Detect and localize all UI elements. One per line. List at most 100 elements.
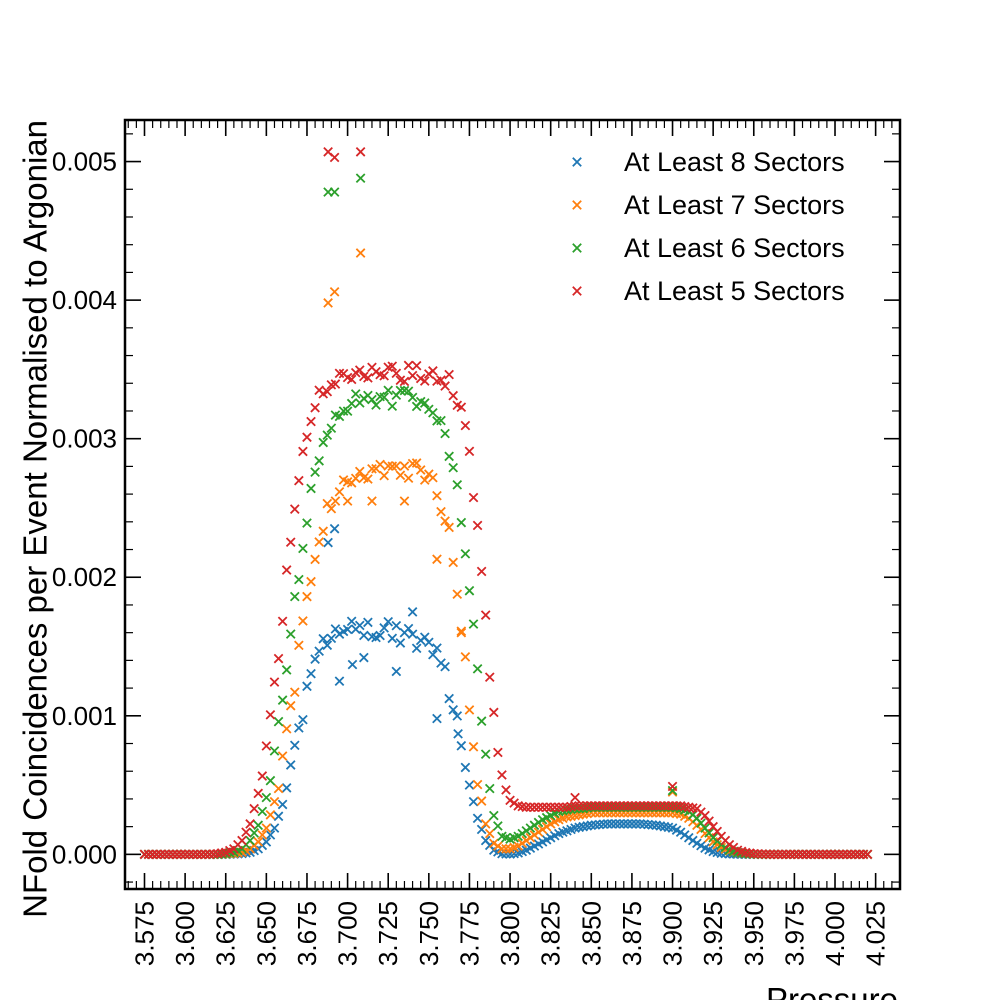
data-point (241, 827, 251, 838)
data-point (541, 802, 552, 813)
data-point (476, 824, 487, 835)
data-point (432, 490, 442, 501)
data-point (444, 693, 454, 704)
data-point (346, 398, 357, 409)
data-point (553, 802, 564, 813)
y-tick-label: 0.002 (52, 562, 117, 592)
data-point (537, 802, 548, 813)
data-point (533, 802, 544, 813)
data-point (147, 849, 158, 860)
x-tick-label: 3.575 (129, 901, 159, 966)
outlier-point (570, 792, 580, 803)
data-point (826, 849, 836, 860)
data-point (294, 723, 304, 733)
data-point (310, 402, 320, 413)
data-point (269, 823, 280, 833)
data-point (497, 770, 507, 780)
data-point (456, 740, 467, 751)
outlier-point (391, 666, 402, 677)
data-point (350, 473, 361, 484)
data-point (570, 801, 580, 811)
data-point (757, 849, 767, 859)
data-point (468, 492, 479, 503)
data-point (172, 849, 182, 860)
data-point (139, 849, 150, 860)
outlier-point (667, 785, 678, 796)
data-point (342, 406, 353, 417)
outlier-point (453, 728, 463, 739)
data-point (330, 496, 341, 506)
data-point (472, 520, 483, 531)
data-point (610, 819, 621, 829)
data-point (273, 716, 284, 727)
data-point (407, 370, 418, 381)
data-point (805, 849, 816, 860)
data-point (448, 705, 459, 715)
data-point (253, 788, 264, 799)
data-point (639, 801, 649, 811)
data-point (285, 700, 296, 711)
data-point (407, 392, 418, 403)
data-point (432, 643, 442, 653)
data-point (151, 849, 162, 860)
data-point (436, 415, 446, 426)
data-point (476, 566, 487, 577)
data-point (200, 849, 211, 860)
outlier-point (342, 496, 353, 506)
data-point (765, 849, 775, 860)
data-point (525, 802, 536, 813)
data-point (476, 796, 487, 806)
data-point (403, 360, 414, 371)
data-point (383, 616, 394, 627)
outlier-point (329, 187, 340, 197)
data-point (497, 843, 507, 854)
data-point (330, 379, 341, 389)
data-point (846, 849, 857, 860)
data-point (602, 819, 613, 829)
data-point (265, 810, 276, 820)
data-point (610, 801, 621, 811)
data-point (801, 849, 812, 860)
data-point (663, 801, 674, 811)
data-point (460, 762, 471, 773)
data-point (322, 640, 333, 651)
data-point (545, 802, 556, 813)
data-point (448, 390, 459, 401)
data-point (448, 462, 459, 473)
data-point (627, 819, 637, 829)
data-point (456, 626, 467, 637)
data-point (606, 801, 617, 811)
data-point (529, 802, 540, 813)
data-point (440, 428, 450, 439)
data-point (354, 620, 365, 631)
data-point (858, 849, 869, 860)
data-point (375, 459, 385, 470)
data-point (257, 830, 268, 840)
data-point (777, 849, 788, 860)
data-point (261, 792, 272, 803)
data-point (371, 400, 381, 410)
data-point (781, 849, 792, 860)
legend-item: At Least 8 Sectors (572, 147, 845, 177)
data-point (586, 801, 597, 811)
data-point (651, 801, 662, 811)
data-point (594, 801, 605, 811)
x-tick-label: 3.950 (739, 901, 769, 966)
data-point (277, 695, 288, 705)
x-tick-label: 3.900 (658, 901, 688, 966)
data-point (310, 467, 320, 477)
data-point (501, 843, 511, 854)
data-point (322, 430, 333, 440)
data-point (785, 849, 796, 860)
data-point (407, 629, 418, 639)
data-point (748, 848, 759, 859)
data-point (395, 385, 406, 396)
data-point (314, 646, 324, 657)
data-point (590, 801, 601, 811)
data-point (318, 526, 329, 537)
data-point (452, 479, 463, 490)
data-point (253, 820, 264, 831)
data-point (188, 849, 199, 860)
data-point (549, 802, 560, 813)
data-point (383, 385, 394, 396)
